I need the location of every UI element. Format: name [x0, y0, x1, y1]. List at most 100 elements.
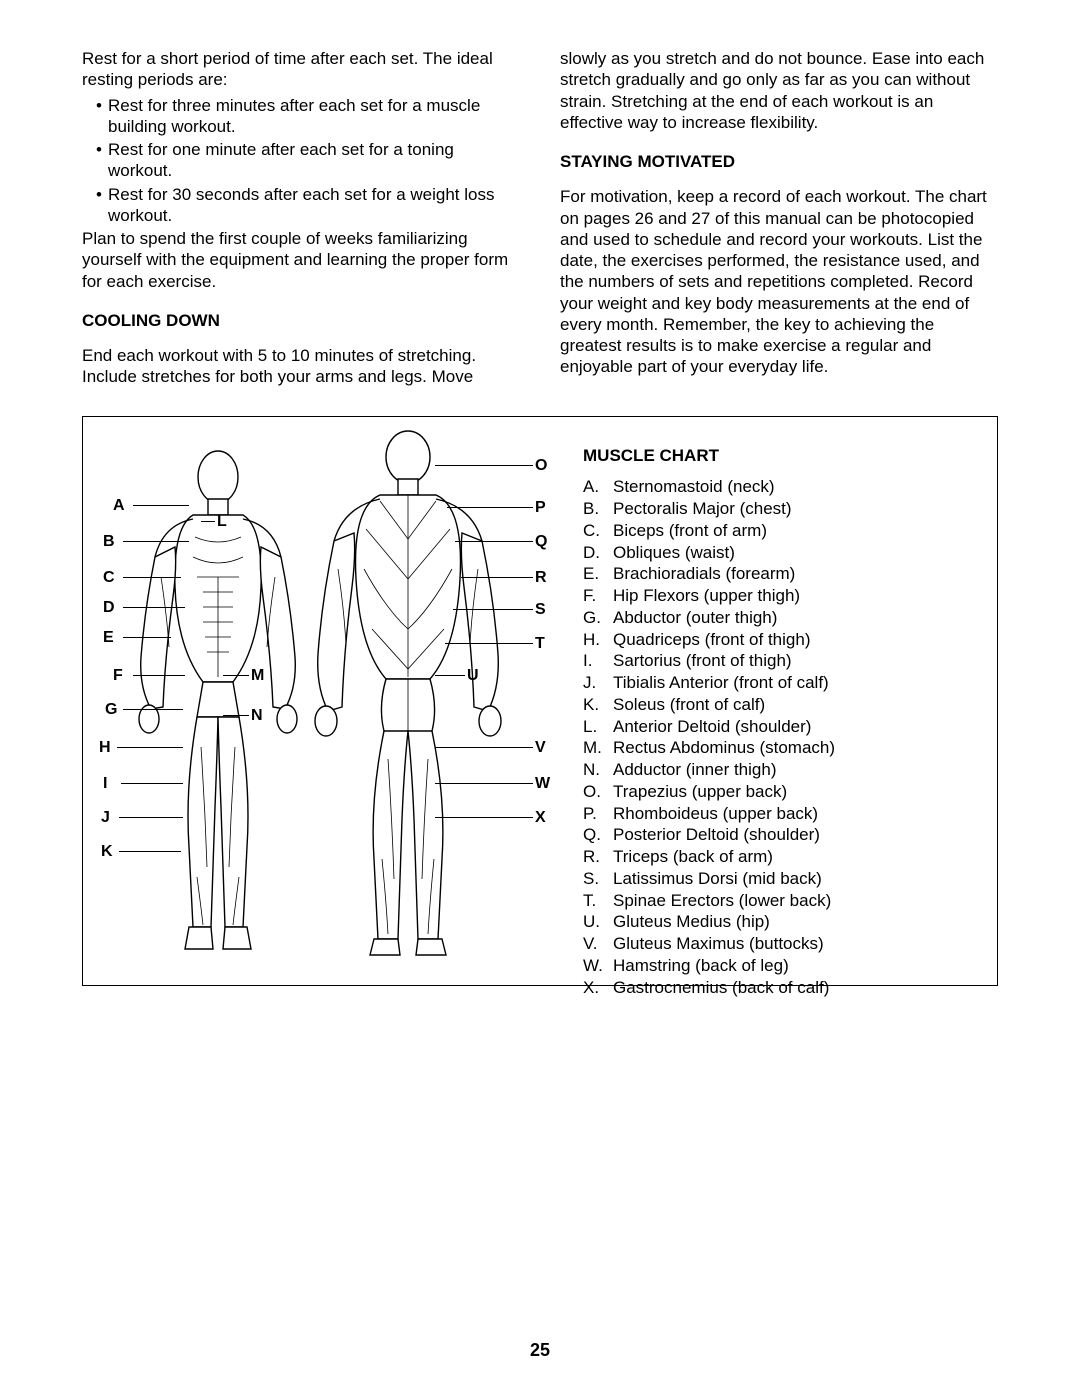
legend-row: J.Tibialis Anterior (front of calf)	[583, 672, 985, 694]
legend-text: Anterior Deltoid (shoulder)	[613, 716, 811, 738]
legend-text: Quadriceps (front of thigh)	[613, 629, 810, 651]
legend-row: R.Triceps (back of arm)	[583, 846, 985, 868]
legend-row: F.Hip Flexors (upper thigh)	[583, 585, 985, 607]
legend-row: O.Trapezius (upper back)	[583, 781, 985, 803]
legend-row: X.Gastrocnemius (back of calf)	[583, 977, 985, 999]
diagram-label-R: R	[535, 569, 547, 587]
legend-letter: V.	[583, 933, 613, 955]
intro-text: Rest for a short period of time after ea…	[82, 48, 520, 91]
legend-letter: K.	[583, 694, 613, 716]
diagram-label-C: C	[103, 569, 115, 587]
legend-letter: T.	[583, 890, 613, 912]
legend-letter: P.	[583, 803, 613, 825]
legend-letter: W.	[583, 955, 613, 977]
diagram-label-V: V	[535, 739, 546, 757]
diagram-label-X: X	[535, 809, 546, 827]
legend-row: G.Abductor (outer thigh)	[583, 607, 985, 629]
legend-text: Gluteus Maximus (buttocks)	[613, 933, 824, 955]
diagram-label-U: U	[467, 667, 479, 685]
leader-line	[123, 637, 171, 638]
legend-letter: H.	[583, 629, 613, 651]
legend-letter: B.	[583, 498, 613, 520]
legend-text: Hamstring (back of leg)	[613, 955, 789, 977]
legend-text: Latissimus Dorsi (mid back)	[613, 868, 822, 890]
legend-text: Spinae Erectors (lower back)	[613, 890, 831, 912]
legend-letter: A.	[583, 476, 613, 498]
legend-text: Trapezius (upper back)	[613, 781, 787, 803]
diagram-label-E: E	[103, 629, 114, 647]
leader-line	[121, 783, 183, 784]
diagram-label-L: L	[217, 513, 227, 531]
text-columns: Rest for a short period of time after ea…	[82, 48, 998, 392]
diagram-label-K: K	[101, 843, 113, 861]
legend-letter: N.	[583, 759, 613, 781]
legend-letter: S.	[583, 868, 613, 890]
legend-row: E.Brachioradials (forearm)	[583, 563, 985, 585]
leader-line	[123, 541, 189, 542]
leader-line	[435, 783, 533, 784]
diagram-label-B: B	[103, 533, 115, 551]
bullet-item: Rest for three minutes after each set fo…	[96, 95, 520, 138]
legend-row: A.Sternomastoid (neck)	[583, 476, 985, 498]
leader-line	[447, 507, 533, 508]
leader-line	[435, 465, 533, 466]
leader-line	[435, 675, 465, 676]
legend-text: Hip Flexors (upper thigh)	[613, 585, 800, 607]
legend-text: Biceps (front of arm)	[613, 520, 767, 542]
legend-letter: G.	[583, 607, 613, 629]
diagram-label-H: H	[99, 739, 111, 757]
legend-letter: O.	[583, 781, 613, 803]
legend-row: N.Adductor (inner thigh)	[583, 759, 985, 781]
motivated-text: For motivation, keep a record of each wo…	[560, 186, 998, 377]
left-column: Rest for a short period of time after ea…	[82, 48, 520, 392]
legend-letter: M.	[583, 737, 613, 759]
leader-line	[201, 521, 215, 522]
leader-line	[223, 675, 249, 676]
leader-line	[435, 817, 533, 818]
legend-row: C.Biceps (front of arm)	[583, 520, 985, 542]
legend-text: Triceps (back of arm)	[613, 846, 773, 868]
muscle-diagram: ABCDEFGHIJKLMNOPQRSTUVWX	[83, 417, 573, 985]
diagram-label-J: J	[101, 809, 110, 827]
diagram-label-T: T	[535, 635, 545, 653]
leader-line	[435, 747, 533, 748]
leader-line	[455, 541, 533, 542]
legend-text: Gluteus Medius (hip)	[613, 911, 770, 933]
legend-row: D.Obliques (waist)	[583, 542, 985, 564]
legend-text: Soleus (front of calf)	[613, 694, 765, 716]
stretch-continuation: slowly as you stretch and do not bounce.…	[560, 48, 998, 133]
legend-letter: L.	[583, 716, 613, 738]
legend-row: T.Spinae Erectors (lower back)	[583, 890, 985, 912]
legend-text: Pectoralis Major (chest)	[613, 498, 792, 520]
legend-row: B.Pectoralis Major (chest)	[583, 498, 985, 520]
legend-text: Rhomboideus (upper back)	[613, 803, 818, 825]
diagram-label-N: N	[251, 707, 263, 725]
legend-row: L.Anterior Deltoid (shoulder)	[583, 716, 985, 738]
diagram-label-O: O	[535, 457, 547, 475]
muscle-legend: MUSCLE CHART A.Sternomastoid (neck)B.Pec…	[573, 417, 997, 985]
diagram-label-F: F	[113, 667, 123, 685]
diagram-label-I: I	[103, 775, 107, 793]
legend-letter: J.	[583, 672, 613, 694]
legend-letter: D.	[583, 542, 613, 564]
legend-text: Obliques (waist)	[613, 542, 735, 564]
legend-text: Tibialis Anterior (front of calf)	[613, 672, 829, 694]
bullet-item: Rest for one minute after each set for a…	[96, 139, 520, 182]
legend-row: S.Latissimus Dorsi (mid back)	[583, 868, 985, 890]
diagram-label-M: M	[251, 667, 264, 685]
leader-line	[123, 577, 181, 578]
anatomy-back-figure	[308, 429, 508, 959]
right-column: slowly as you stretch and do not bounce.…	[560, 48, 998, 392]
diagram-label-P: P	[535, 499, 546, 517]
legend-row: P.Rhomboideus (upper back)	[583, 803, 985, 825]
diagram-label-D: D	[103, 599, 115, 617]
page: Rest for a short period of time after ea…	[0, 0, 1080, 1397]
leader-line	[461, 577, 533, 578]
legend-row: I.Sartorius (front of thigh)	[583, 650, 985, 672]
legend-letter: C.	[583, 520, 613, 542]
cooling-text: End each workout with 5 to 10 minutes of…	[82, 345, 520, 388]
rest-bullets: Rest for three minutes after each set fo…	[82, 95, 520, 227]
legend-row: M.Rectus Abdominus (stomach)	[583, 737, 985, 759]
legend-text: Rectus Abdominus (stomach)	[613, 737, 835, 759]
leader-line	[223, 715, 249, 716]
